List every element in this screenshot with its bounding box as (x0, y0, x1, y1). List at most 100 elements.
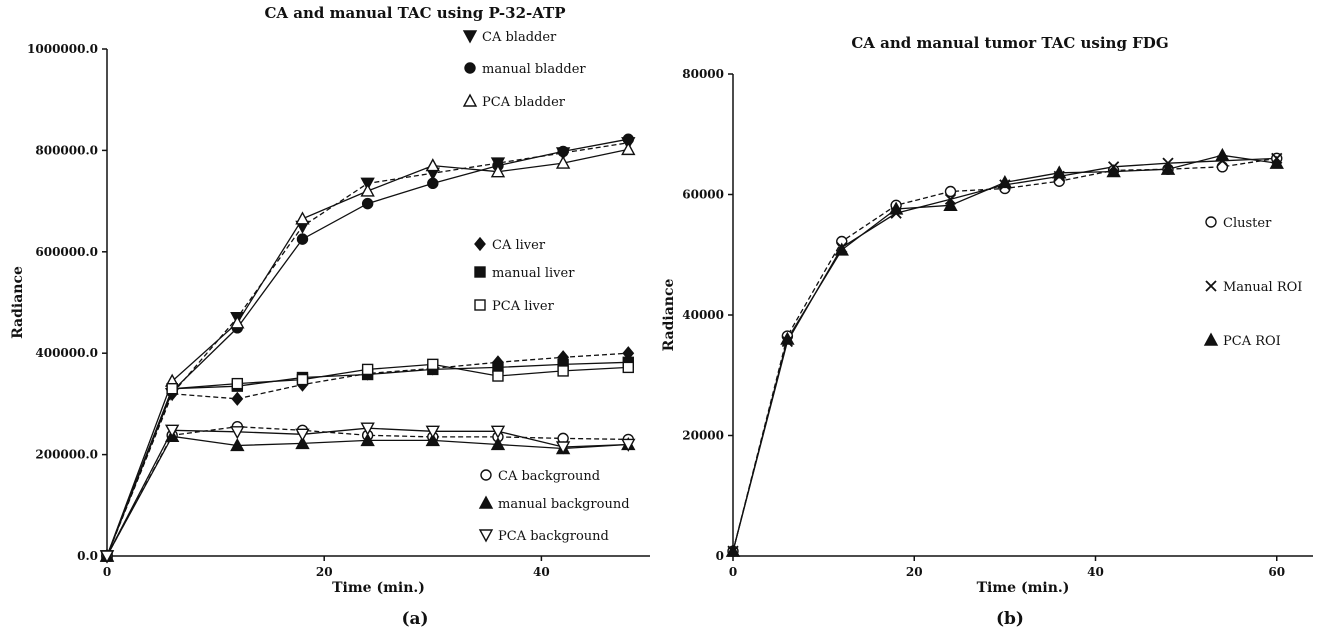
series-line (106, 352, 629, 557)
x-tick-label: 40 (533, 565, 550, 579)
legend-marker (464, 62, 476, 74)
y-tick-label: 20000 (682, 429, 724, 443)
series-line (732, 157, 1277, 552)
legend-marker (474, 266, 486, 278)
data-point (490, 425, 506, 439)
x-tick-label: 40 (1087, 565, 1104, 579)
y-tick-label: 80000 (682, 67, 724, 81)
y-tick-label: 800000.0 (35, 143, 98, 157)
data-point (1215, 147, 1230, 162)
data-point (557, 365, 569, 377)
legend-entry: PCA bladder (462, 93, 566, 110)
legend-entry: CA background (480, 469, 600, 484)
data-point (360, 422, 375, 436)
data-point (621, 438, 636, 452)
data-point (425, 432, 440, 447)
legend-marker (478, 529, 494, 543)
data-point (557, 145, 569, 158)
legend-label: Manual ROI (1223, 280, 1302, 295)
legend-label: CA bladder (482, 30, 557, 45)
series-line (732, 154, 1277, 552)
data-point (295, 428, 310, 442)
legend-marker (462, 30, 478, 44)
data-point (360, 183, 375, 197)
series-line (106, 426, 629, 557)
data-point (1106, 164, 1121, 178)
data-point (888, 201, 904, 215)
data-point (1160, 161, 1176, 175)
series-line (106, 363, 629, 557)
legend-marker (1205, 280, 1217, 292)
x-tick-label: 20 (906, 565, 923, 579)
legend-entry: Cluster (1205, 216, 1272, 231)
data-point (1269, 155, 1284, 169)
data-point (231, 377, 244, 390)
data-point (361, 197, 374, 210)
data-point (295, 435, 310, 450)
data-point (230, 426, 245, 440)
x-tick-label: 0 (103, 565, 111, 579)
legend-entry: PCA background (478, 529, 609, 544)
legend-marker (474, 299, 486, 311)
data-point (780, 331, 795, 345)
y-tick-label: 200000.0 (35, 448, 98, 462)
data-point (360, 432, 375, 447)
y-tick-label: 1000000.0 (27, 42, 98, 56)
data-point (361, 363, 374, 376)
data-point (834, 242, 849, 256)
chart-title: CA and manual tumor TAC using FDG (851, 34, 1168, 52)
y-axis-label: Radiance (10, 266, 26, 339)
data-point (490, 436, 506, 451)
x-tick-label: 0 (729, 565, 737, 579)
legend-label: Cluster (1223, 216, 1272, 231)
data-point (425, 425, 440, 439)
chart-title: CA and manual TAC using P-32-ATP (264, 4, 565, 22)
panel-label: (b) (996, 609, 1024, 629)
legend-marker (474, 236, 486, 252)
data-point (725, 543, 741, 557)
legend-label: CA liver (492, 238, 546, 253)
data-point (99, 550, 115, 564)
legend-marker (1203, 332, 1219, 346)
x-axis-label: Time (min.) (332, 580, 425, 596)
data-point (555, 155, 571, 169)
y-axis-label: Radiance (661, 279, 677, 352)
y-tick-label: 0.0 (77, 549, 98, 563)
legend-label: PCA ROI (1223, 334, 1281, 349)
series-line (106, 148, 629, 557)
data-point (230, 315, 245, 329)
data-point (490, 164, 506, 178)
y-tick-label: 40000 (682, 308, 724, 322)
legend-marker (478, 495, 494, 509)
data-point (296, 233, 309, 245)
legend-label: manual bladder (482, 62, 586, 77)
data-point (231, 391, 244, 406)
legend-label: manual background (498, 497, 630, 512)
data-point (944, 185, 957, 198)
legend-label: manual liver (492, 266, 575, 281)
data-point (492, 370, 504, 382)
panel-label: (a) (401, 609, 428, 629)
legend-entry: manual background (478, 495, 630, 512)
legend-marker (1205, 216, 1217, 228)
legend-entry: PCA ROI (1203, 332, 1281, 349)
y-tick-label: 0 (716, 549, 724, 563)
data-point (296, 373, 309, 386)
data-point (427, 177, 439, 190)
legend-entry: CA liver (474, 236, 546, 253)
data-point (425, 158, 440, 172)
legend-marker (462, 93, 478, 107)
data-point (1052, 165, 1067, 179)
x-tick-label: 20 (316, 565, 333, 579)
legend-label: PCA background (498, 529, 609, 544)
chart-panel: CA and manual tumor TAC using FDG 0 20000 4… (661, 34, 1313, 629)
y-tick-label: 600000.0 (35, 245, 98, 259)
data-point (555, 441, 571, 455)
data-point (997, 174, 1013, 189)
data-point (164, 424, 180, 438)
data-point (166, 382, 178, 395)
data-point (622, 361, 634, 374)
legend-marker (480, 469, 492, 481)
data-point (230, 438, 245, 452)
